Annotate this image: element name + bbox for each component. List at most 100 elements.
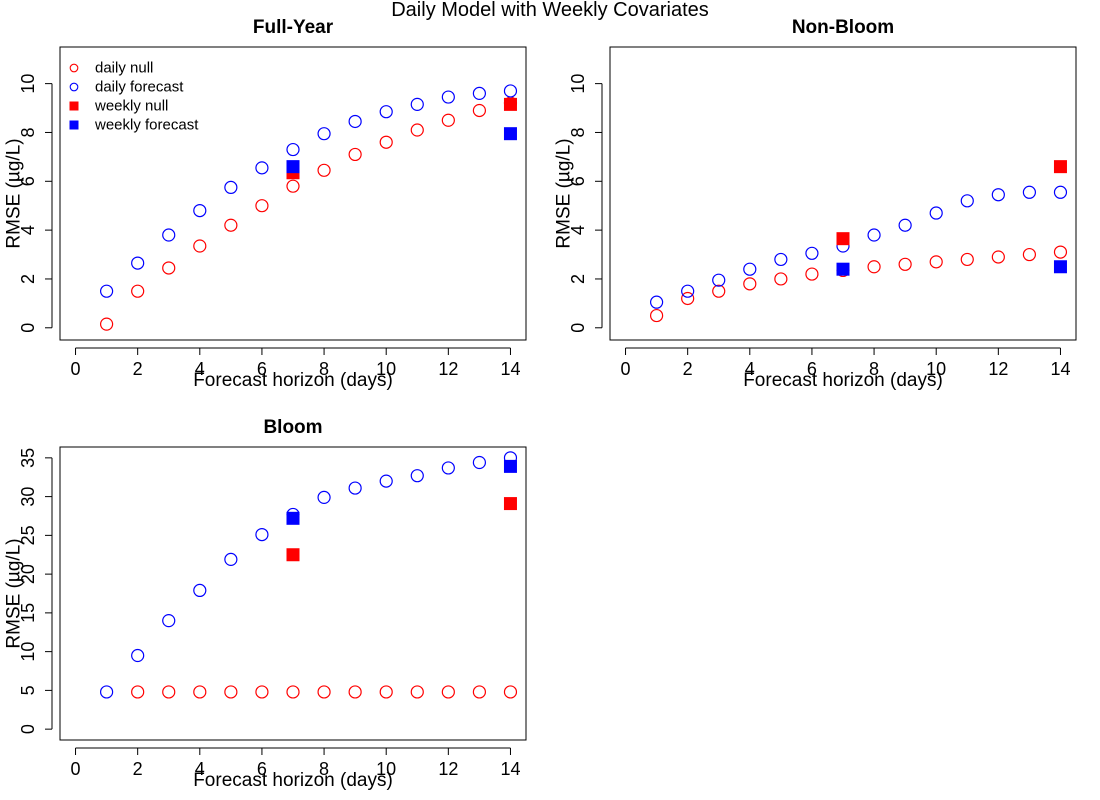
x-tick-label: 8 [319,759,329,779]
data-point-circle [649,308,664,323]
legend-label: weekly null [94,98,168,115]
data-point-circle [379,135,393,149]
data-point-circle [991,250,1005,264]
data-point-circle [712,273,726,287]
data-point-circle [131,685,145,699]
data-point-square [503,97,517,111]
data-point-circle [410,123,424,137]
legend-entry-weekly-null: weekly null [69,98,168,115]
y-tick-label: 2 [18,274,38,284]
data-point-circle [681,284,695,298]
legend-label: daily forecast [95,79,184,96]
data-point-circle [193,685,207,699]
y-tick-label: 5 [18,685,38,695]
data-point-circle [193,239,207,253]
data-point-circle [712,284,726,298]
data-point-circle [348,114,362,129]
data-point-circle [441,90,455,104]
series-daily-null [131,685,518,699]
data-point-circle [131,648,145,663]
data-point-circle [960,252,974,267]
legend-entry-weekly-forecast: weekly forecast [69,117,199,134]
data-point-circle [805,267,819,281]
y-tick-label: 20 [18,564,38,584]
y-tick-label: 30 [18,487,38,507]
legend: daily null daily forecast weekly null weekl… [69,60,199,134]
data-point-square [503,497,517,511]
data-point-circle [441,461,455,475]
data-point-square [503,127,517,141]
data-point-circle [255,199,269,213]
x-tick-label: 14 [1050,359,1070,379]
series-weekly-forecast [836,260,1067,276]
x-axis-label: Forecast horizon (days) [743,370,943,391]
data-point-circle [929,206,943,220]
y-axis-label: RMSE (µg/L) [4,538,25,648]
x-tick-label: 6 [257,759,267,779]
data-point-circle [162,614,176,628]
x-tick-label: 2 [133,759,143,779]
data-point-circle [193,203,207,218]
data-point-circle [867,228,881,242]
x-tick-label: 10 [376,359,396,379]
data-point-square [1053,160,1067,174]
data-point-circle [1022,185,1037,199]
panel-bloom: Bloom 0 2 4 6 8 10 12 14 0 5 10 15 20 25 30 35 Forecast h… [4,417,527,791]
legend-label: daily null [95,60,153,77]
series-weekly-forecast [286,127,517,174]
x-tick-label: 14 [500,759,520,779]
data-point-square [286,160,300,174]
y-tick-label: 0 [18,323,38,333]
data-point-circle [960,194,974,208]
data-point-circle [162,685,176,699]
data-point-circle [898,218,912,232]
data-point-circle [743,277,757,291]
series-daily-forecast [99,84,518,298]
x-tick-label: 4 [745,359,755,379]
data-point-circle [224,685,238,699]
data-point-circle [649,295,664,309]
y-tick-label: 8 [18,127,38,137]
data-point-circle [162,228,176,242]
x-tick-label: 0 [71,759,81,779]
y-tick-label: 6 [18,176,38,186]
data-point-circle [193,583,207,597]
data-point-circle [503,84,518,98]
x-tick-label: 8 [869,359,879,379]
data-point-circle [681,291,695,306]
panel-title: Non-Bloom [792,17,894,38]
data-point-circle [224,218,238,232]
data-point-circle [286,179,300,193]
data-point-circle [379,685,393,699]
data-point-circle [317,163,331,177]
y-tick-label: 2 [568,274,588,284]
x-tick-label: 6 [257,359,267,379]
legend-entry-daily-forecast: daily forecast [69,79,184,96]
y-tick-label: 0 [18,724,38,734]
data-point-circle [255,685,269,699]
x-tick-label: 0 [71,359,81,379]
plot-frame [609,46,1077,341]
data-point-circle [224,180,238,194]
legend-marker-square [69,101,79,111]
data-point-circle [774,252,788,267]
x-tick-label: 6 [807,359,817,379]
legend-marker-circle [69,82,79,92]
data-point-circle [379,474,393,488]
data-point-circle [441,685,455,699]
panel-title: Bloom [263,417,322,438]
y-tick-label: 0 [568,323,588,333]
series-weekly-null [286,497,517,562]
y-tick-label: 6 [568,176,588,186]
data-point-circle [317,127,331,141]
x-tick-label: 14 [500,359,520,379]
y-tick-label: 10 [18,74,38,94]
y-tick-label: 35 [18,448,38,468]
data-point-circle [1053,245,1068,259]
data-point-circle [1022,247,1037,262]
data-point-circle [348,147,362,162]
data-point-circle [472,86,486,100]
y-tick-label: 4 [18,225,38,235]
